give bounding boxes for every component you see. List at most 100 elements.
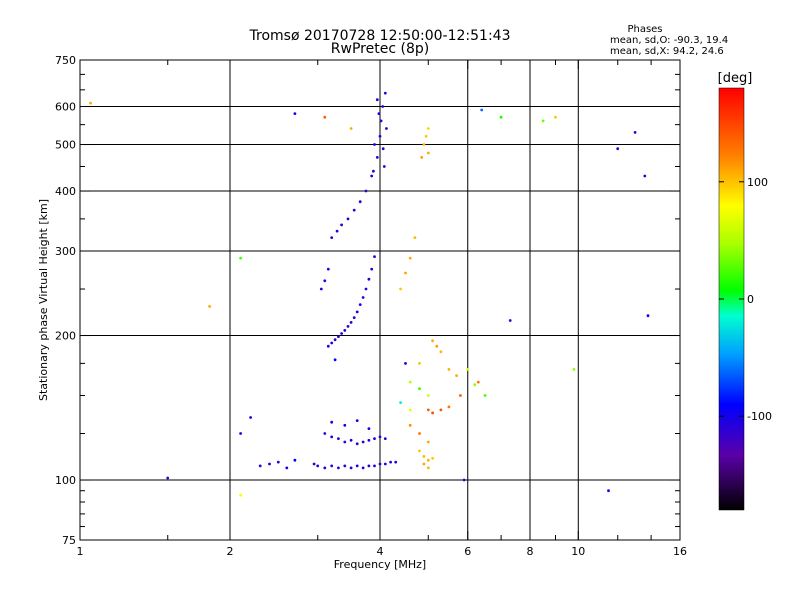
data-point bbox=[312, 462, 316, 466]
data-point bbox=[420, 156, 424, 159]
legend-heading: Phases bbox=[627, 24, 662, 35]
data-point bbox=[646, 314, 650, 318]
grid-lines bbox=[80, 60, 680, 540]
data-point bbox=[378, 435, 382, 439]
data-points bbox=[89, 91, 650, 497]
data-point bbox=[422, 143, 426, 146]
x-tick-label: 10 bbox=[571, 545, 585, 558]
data-point bbox=[383, 91, 387, 95]
data-point bbox=[373, 143, 376, 146]
data-point bbox=[367, 438, 371, 442]
data-point bbox=[499, 115, 503, 119]
data-point bbox=[431, 339, 434, 343]
y-tick-label: 400 bbox=[55, 185, 76, 198]
data-point bbox=[323, 279, 327, 283]
data-point bbox=[508, 319, 512, 322]
data-point bbox=[258, 464, 262, 468]
y-axis-label: Stationary phase Virtual Height [km] bbox=[37, 199, 50, 401]
data-point bbox=[439, 408, 443, 412]
data-point bbox=[370, 174, 374, 178]
y-tick-label: 200 bbox=[55, 330, 76, 343]
data-point bbox=[426, 127, 430, 130]
data-point bbox=[408, 408, 412, 412]
data-point bbox=[349, 321, 353, 324]
data-point bbox=[330, 464, 334, 468]
data-point bbox=[355, 442, 359, 446]
data-point bbox=[373, 464, 376, 468]
data-point bbox=[268, 462, 271, 466]
data-point bbox=[466, 368, 470, 371]
x-tick-label: 8 bbox=[527, 545, 534, 558]
data-point bbox=[355, 464, 359, 468]
data-point bbox=[89, 101, 92, 105]
data-point bbox=[372, 169, 375, 173]
colorbar-label: [deg] bbox=[718, 71, 753, 86]
data-point bbox=[383, 437, 387, 440]
data-point bbox=[346, 217, 350, 221]
data-point bbox=[352, 316, 356, 319]
x-tick-label: 1 bbox=[77, 545, 84, 558]
data-point bbox=[343, 440, 347, 444]
data-point bbox=[340, 223, 343, 227]
data-point bbox=[333, 338, 337, 342]
data-point bbox=[426, 394, 430, 397]
data-point bbox=[408, 380, 412, 384]
data-point bbox=[483, 394, 487, 397]
data-point bbox=[239, 493, 243, 497]
data-point bbox=[343, 423, 347, 427]
data-point bbox=[643, 174, 647, 178]
data-point bbox=[373, 437, 376, 440]
data-point bbox=[379, 119, 383, 123]
axis-ticks: 1 2 4 6 8 10 16 75 100 200 300 400 500 600 750 bbox=[55, 54, 687, 558]
colorbar-tick-label: -100 bbox=[747, 410, 772, 423]
data-point bbox=[319, 287, 323, 291]
data-point bbox=[285, 466, 289, 470]
data-point bbox=[607, 489, 610, 493]
data-point bbox=[439, 350, 443, 354]
data-point bbox=[418, 449, 421, 453]
data-point bbox=[426, 466, 430, 470]
data-point bbox=[330, 420, 334, 424]
data-point bbox=[399, 287, 402, 291]
data-point bbox=[361, 440, 365, 444]
data-point bbox=[431, 411, 434, 415]
data-point bbox=[316, 464, 320, 468]
data-point bbox=[455, 374, 458, 377]
data-point bbox=[541, 119, 545, 123]
data-point bbox=[418, 387, 421, 391]
y-tick-label: 300 bbox=[55, 245, 76, 258]
data-point bbox=[426, 408, 430, 412]
data-point bbox=[404, 362, 407, 365]
data-point bbox=[239, 256, 243, 260]
data-point bbox=[352, 208, 356, 212]
data-point bbox=[326, 267, 330, 271]
data-point bbox=[476, 380, 480, 384]
data-point bbox=[349, 127, 353, 130]
data-point bbox=[435, 344, 439, 348]
data-point bbox=[375, 156, 379, 159]
data-point bbox=[413, 236, 417, 240]
colorbar-ticks: 100 0 -100 bbox=[719, 176, 772, 423]
data-point bbox=[377, 112, 381, 115]
data-point bbox=[330, 341, 334, 345]
data-point bbox=[404, 271, 407, 275]
data-point bbox=[381, 147, 385, 151]
data-point bbox=[382, 165, 386, 168]
data-point bbox=[375, 98, 379, 102]
data-point bbox=[378, 134, 382, 138]
plot-frame bbox=[79, 59, 681, 541]
data-point bbox=[330, 435, 334, 439]
data-point bbox=[399, 401, 402, 404]
data-point bbox=[364, 189, 368, 193]
data-point bbox=[408, 423, 412, 427]
data-point bbox=[358, 303, 362, 306]
legend-line-o: mean, sd,O: -90.3, 19.4 bbox=[610, 35, 728, 46]
data-point bbox=[418, 362, 421, 365]
data-point bbox=[239, 432, 243, 435]
chart-subtitle: RwPretec (8p) bbox=[331, 41, 429, 57]
x-tick-label: 6 bbox=[464, 545, 471, 558]
data-point bbox=[358, 200, 362, 204]
data-point bbox=[378, 462, 382, 466]
data-point bbox=[335, 229, 339, 233]
